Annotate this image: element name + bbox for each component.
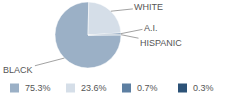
svg-text:23.6%: 23.6% bbox=[81, 83, 107, 93]
svg-text:HISPANIC: HISPANIC bbox=[140, 38, 182, 48]
svg-text:A.I.: A.I. bbox=[144, 23, 158, 33]
svg-text:0.3%: 0.3% bbox=[193, 83, 214, 93]
svg-text:0.7%: 0.7% bbox=[137, 83, 158, 93]
svg-text:75.3%: 75.3% bbox=[25, 83, 51, 93]
svg-text:WHITE: WHITE bbox=[134, 2, 163, 12]
svg-text:BLACK: BLACK bbox=[3, 65, 33, 75]
